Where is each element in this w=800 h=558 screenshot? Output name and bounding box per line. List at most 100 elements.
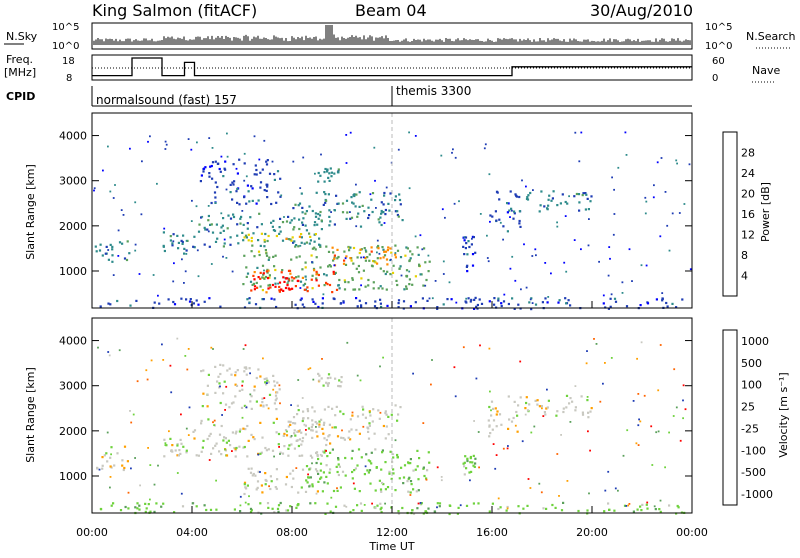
velocity-cell (348, 430, 351, 433)
velocity-cell (546, 406, 549, 409)
power-cell (329, 220, 332, 223)
power-cell (392, 264, 395, 267)
velocity-speck (213, 419, 216, 422)
power-cell (515, 194, 518, 197)
power-cell (367, 284, 370, 287)
power-cell (246, 298, 249, 301)
velocity-cell (220, 424, 223, 428)
power-speck (385, 186, 388, 189)
velocity-cell (349, 510, 352, 514)
power-cell (526, 196, 529, 199)
power-cell (382, 203, 385, 206)
power-cell (274, 282, 277, 285)
power-cell (351, 278, 354, 281)
power-cell (231, 198, 234, 201)
velocity-cell (101, 467, 104, 470)
power-cell (506, 202, 509, 205)
power-cell (360, 248, 363, 251)
power-heatmap (93, 131, 692, 311)
power-speck (210, 263, 213, 265)
velocity-cell (545, 507, 548, 510)
power-cell (386, 263, 389, 266)
power-cell (328, 172, 331, 175)
power-cell (275, 201, 278, 204)
velocity-cell (306, 410, 310, 413)
power-cell (326, 168, 329, 171)
velocity-cell (239, 428, 242, 431)
velocity-speck (379, 365, 381, 368)
power-speck (374, 179, 376, 182)
velocity-speck (363, 504, 366, 506)
velocity-speck (490, 409, 492, 412)
power-cell (319, 266, 322, 269)
power-cell (176, 234, 179, 237)
power-cell (573, 195, 576, 198)
velocity-cell (273, 384, 276, 387)
velocity-cell (351, 470, 354, 474)
velocity-speck (657, 389, 660, 392)
power-speck (544, 262, 547, 264)
velocity-cell (490, 400, 494, 403)
power-cell (297, 245, 300, 248)
power-cell (325, 245, 328, 248)
velocity-cell (354, 467, 357, 470)
velocity-cell (283, 445, 286, 448)
velocity-cell (276, 478, 279, 481)
power-speck (624, 131, 627, 134)
power-cell (253, 271, 256, 274)
velocity-cell (214, 391, 217, 394)
velocity-cell (438, 502, 442, 505)
power-cell (278, 226, 281, 229)
velocity-speck (188, 406, 191, 409)
velocity-speck (273, 455, 275, 458)
velocity-cell (382, 483, 385, 486)
velocity-colorbar-tick: -1000 (741, 488, 773, 501)
power-cell (336, 202, 339, 205)
nave-label: Nave (752, 64, 780, 77)
power-cell (359, 225, 363, 228)
velocity-cell (384, 437, 387, 440)
power-speck (355, 183, 357, 186)
power-cell (182, 234, 185, 237)
power-cell (423, 247, 426, 250)
power-speck (107, 145, 109, 148)
velocity-speck (145, 369, 148, 372)
velocity-cell (339, 410, 342, 413)
power-speck (243, 179, 246, 182)
power-speck (511, 255, 514, 258)
power-cell (518, 222, 521, 225)
power-cell (387, 246, 390, 249)
velocity-cell (379, 502, 382, 505)
velocity-cell (249, 510, 253, 514)
velocity-cell (328, 471, 331, 474)
power-cell (500, 304, 503, 308)
velocity-cell (331, 407, 334, 410)
velocity-cell (320, 476, 323, 479)
power-cell (614, 300, 618, 303)
velocity-cell (389, 450, 392, 453)
velocity-speck (321, 358, 323, 360)
velocity-cell (153, 510, 156, 513)
power-cell (510, 207, 513, 210)
power-cell (421, 297, 424, 300)
noise-left-tick-top: 10^5 (52, 22, 79, 33)
power-cell (465, 301, 468, 304)
velocity-cell (498, 413, 502, 416)
velocity-cell (124, 505, 127, 509)
velocity-cell (289, 420, 292, 423)
power-cell (250, 289, 253, 292)
power-speck (628, 248, 631, 251)
velocity-cell (364, 416, 367, 419)
velocity-cell (233, 508, 236, 511)
velocity-speck (409, 494, 412, 496)
power-cell (475, 305, 478, 308)
velocity-cell (538, 405, 541, 408)
velocity-cell (410, 483, 413, 486)
power-cell (251, 187, 254, 190)
power-cell (317, 284, 320, 287)
power-speck (440, 154, 443, 157)
power-cell (236, 172, 239, 175)
power-cell (403, 288, 406, 291)
power-cell (273, 298, 276, 301)
velocity-speck (242, 348, 245, 350)
